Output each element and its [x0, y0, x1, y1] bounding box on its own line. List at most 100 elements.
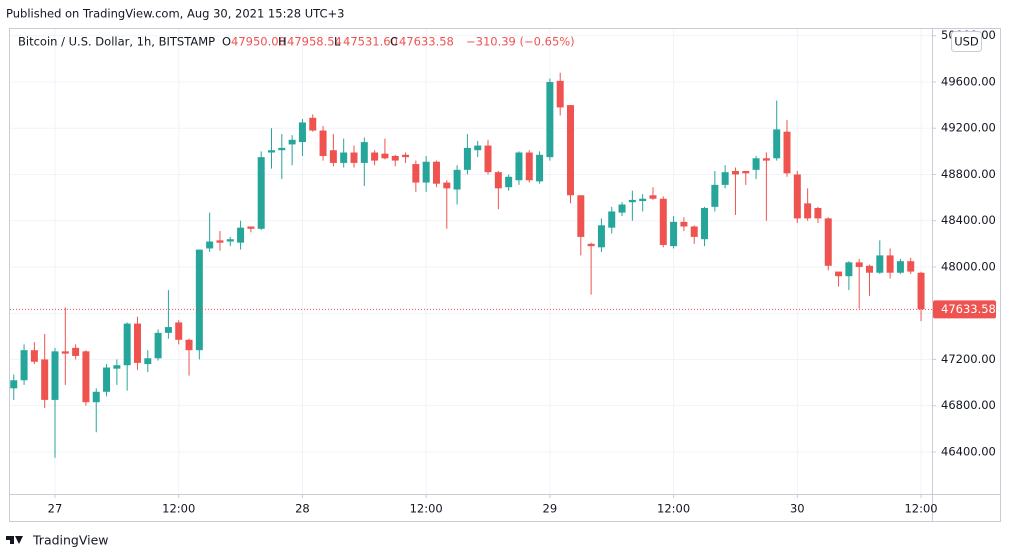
candle-body: [154, 332, 162, 359]
candle-body: [814, 207, 822, 219]
candle-body: [649, 195, 657, 199]
candle-body: [340, 152, 348, 163]
y-tick-label: 47200.00: [941, 352, 996, 366]
candle-body: [402, 154, 410, 158]
candle-body: [51, 351, 59, 400]
ohlc-value: 47633.58: [399, 35, 454, 49]
candle-body: [72, 347, 80, 356]
logo-icon: [6, 536, 23, 544]
candle-body: [288, 139, 296, 145]
ohlc-key: O: [222, 35, 231, 49]
plot-area: [10, 28, 932, 494]
candle-body: [412, 164, 420, 183]
candle-body: [577, 195, 585, 237]
y-tick-label: 46800.00: [941, 398, 996, 412]
candle-body: [30, 350, 38, 362]
candle-body: [608, 211, 616, 228]
candle-body: [896, 261, 904, 273]
candle-body: [670, 221, 678, 247]
candle-body: [917, 272, 925, 310]
y-tick-label: 48400.00: [941, 213, 996, 227]
x-tick-label: 12:00: [904, 502, 937, 516]
candle-body: [587, 243, 595, 247]
candle-body: [247, 226, 255, 229]
candle-body: [175, 322, 183, 340]
x-tick-label: 12:00: [162, 502, 195, 516]
candle-body: [835, 271, 843, 277]
candle-body: [123, 323, 131, 366]
candle-body: [133, 323, 141, 363]
brand-logo: TradingView: [6, 533, 109, 548]
candle-body: [505, 176, 513, 188]
x-tick-label: 28: [295, 502, 310, 516]
candle-body: [680, 221, 688, 227]
candle-body: [773, 129, 781, 159]
candle-body: [329, 150, 337, 163]
candle-body: [350, 152, 358, 163]
candle-body: [525, 152, 533, 181]
x-tick-label: 27: [48, 502, 63, 516]
ohlc-value: 47950.00: [231, 35, 286, 49]
published-note: Published on TradingView.com, Aug 30, 20…: [6, 7, 344, 21]
overlay: 46400.0046800.0047200.0047600.0048000.00…: [18, 28, 996, 516]
candle-body: [164, 327, 172, 333]
candle-body: [185, 339, 193, 351]
x-tick-label: 12:00: [657, 502, 690, 516]
y-tick-label: 48800.00: [941, 167, 996, 181]
currency-badge: [951, 31, 982, 52]
candle-body: [360, 142, 368, 163]
y-tick-label: 46400.00: [941, 444, 996, 458]
candle-body: [278, 147, 286, 151]
candle-body: [742, 171, 750, 174]
candle-body: [268, 150, 276, 153]
candle-body: [628, 199, 636, 203]
candle-body: [639, 198, 647, 202]
candle-body: [103, 367, 111, 392]
candle-body: [865, 265, 873, 273]
candle-body: [484, 145, 492, 173]
candle-body: [195, 249, 203, 351]
ohlc-value: 47958.54: [287, 35, 342, 49]
candle-body: [515, 152, 523, 181]
candle-body: [597, 225, 605, 248]
candle-body: [824, 218, 832, 266]
candle-body: [845, 262, 853, 277]
candle-body: [752, 158, 760, 170]
candle-body: [546, 81, 554, 158]
candle-body: [92, 391, 100, 403]
x-tick-label: 29: [543, 502, 558, 516]
candle-body: [690, 226, 698, 237]
candle-body: [82, 351, 90, 403]
brand-name: TradingView: [32, 533, 109, 548]
candle-body: [494, 172, 502, 189]
candle-body: [237, 227, 245, 243]
candle-body: [309, 117, 317, 131]
candle-body: [783, 131, 791, 174]
candle-body: [711, 184, 719, 207]
candle-body: [391, 155, 399, 161]
candle-body: [113, 365, 121, 369]
last-price-tag: [933, 300, 996, 319]
last-price-label: 47633.58: [941, 302, 996, 316]
chart-frame: [9, 28, 1001, 522]
candle-body: [659, 198, 667, 245]
x-tick-label: 30: [790, 502, 805, 516]
candle-body: [721, 172, 729, 185]
candle-body: [567, 105, 574, 196]
candle-body: [463, 147, 471, 170]
candle-body: [206, 241, 214, 249]
y-tick-label: 49200.00: [941, 121, 996, 135]
candle-body: [556, 80, 564, 108]
candle-body: [804, 203, 812, 219]
candle-body: [731, 171, 739, 175]
candle-body: [257, 157, 265, 229]
candle-body: [886, 255, 894, 273]
candle-body: [144, 358, 152, 365]
candle-body: [41, 359, 49, 400]
y-tick-label: 48000.00: [941, 259, 996, 273]
candle-body: [701, 207, 709, 240]
candle-body: [453, 169, 461, 190]
candle-body: [422, 161, 430, 183]
candle-body: [536, 154, 544, 182]
